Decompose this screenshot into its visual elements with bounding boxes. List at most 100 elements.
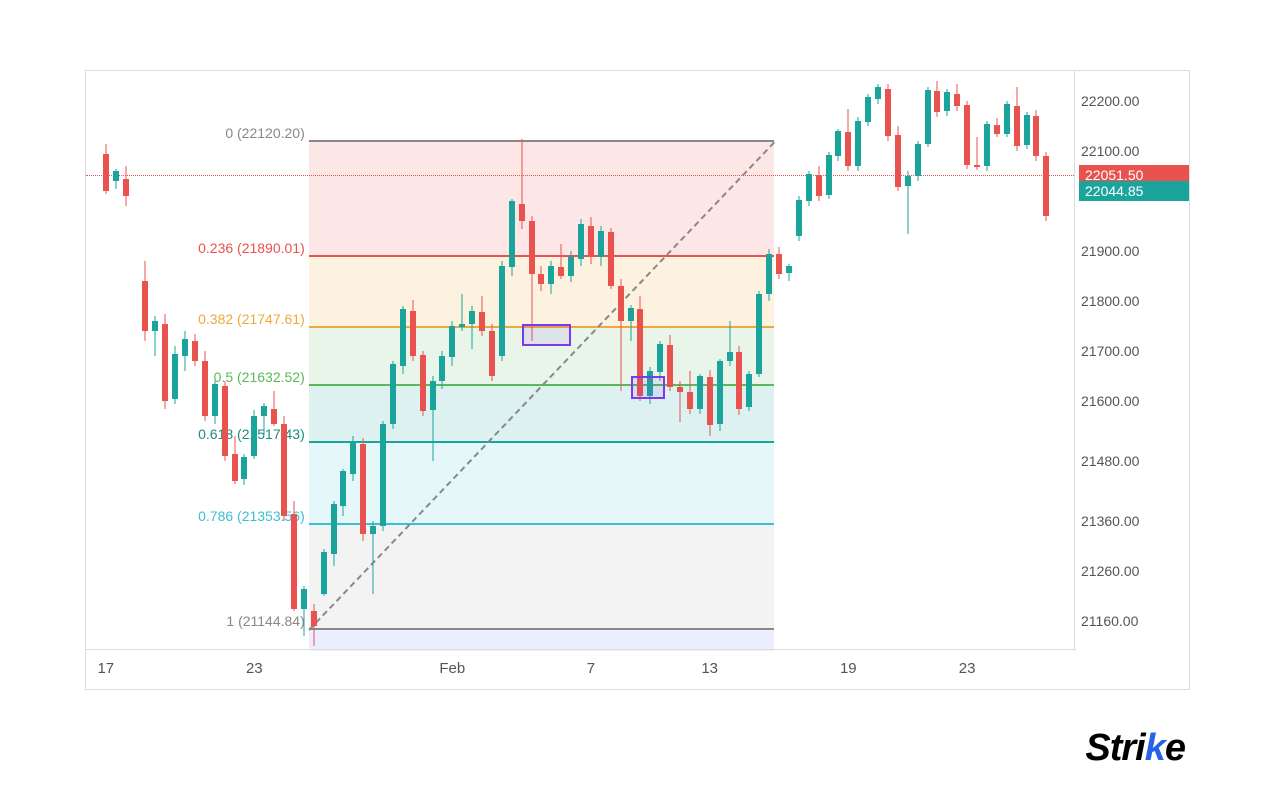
- candle: [608, 71, 614, 651]
- candle: [766, 71, 772, 651]
- candle: [707, 71, 713, 651]
- x-tick-label: 23: [246, 660, 263, 677]
- candle: [578, 71, 584, 651]
- candle: [687, 71, 693, 651]
- brand-text-3: e: [1165, 727, 1185, 769]
- candle: [202, 71, 208, 651]
- candle: [588, 71, 594, 651]
- y-tick-label: 22100.00: [1081, 143, 1139, 159]
- candle: [469, 71, 475, 651]
- candle: [974, 71, 980, 651]
- candle: [142, 71, 148, 651]
- candle: [499, 71, 505, 651]
- brand-logo: Strike: [1085, 727, 1185, 770]
- candle: [568, 71, 574, 651]
- candle: [162, 71, 168, 651]
- candle: [529, 71, 535, 651]
- candle: [647, 71, 653, 651]
- y-tick-label: 21360.00: [1081, 513, 1139, 529]
- candle: [746, 71, 752, 651]
- candle: [538, 71, 544, 651]
- candle: [449, 71, 455, 651]
- candle: [123, 71, 129, 651]
- candle: [628, 71, 634, 651]
- y-tick-label: 21700.00: [1081, 343, 1139, 359]
- candle: [558, 71, 564, 651]
- y-axis: 21160.0021260.0021360.0021480.0021600.00…: [1074, 71, 1189, 651]
- candle: [281, 71, 287, 651]
- y-tick-label: 21900.00: [1081, 243, 1139, 259]
- candle: [380, 71, 386, 651]
- candle: [152, 71, 158, 651]
- x-tick-label: 23: [959, 660, 976, 677]
- candle: [271, 71, 277, 651]
- y-tick-label: 21480.00: [1081, 453, 1139, 469]
- candle: [1043, 71, 1049, 651]
- candle: [439, 71, 445, 651]
- x-tick-label: 19: [840, 660, 857, 677]
- candle: [291, 71, 297, 651]
- candle: [697, 71, 703, 651]
- candle: [717, 71, 723, 651]
- candle: [360, 71, 366, 651]
- candle: [301, 71, 307, 651]
- candle: [756, 71, 762, 651]
- candle: [637, 71, 643, 651]
- candle: [1033, 71, 1039, 651]
- candle: [311, 71, 317, 651]
- x-tick-label: 17: [97, 660, 114, 677]
- candle: [222, 71, 228, 651]
- candle: [816, 71, 822, 651]
- candle: [826, 71, 832, 651]
- candle: [1024, 71, 1030, 651]
- candle: [350, 71, 356, 651]
- candle: [1004, 71, 1010, 651]
- candle: [875, 71, 881, 651]
- candle: [657, 71, 663, 651]
- candle: [885, 71, 891, 651]
- candle: [548, 71, 554, 651]
- chart-container: 0 (22120.20)0.236 (21890.01)0.382 (21747…: [85, 70, 1190, 690]
- candle: [479, 71, 485, 651]
- candle: [420, 71, 426, 651]
- candle: [182, 71, 188, 651]
- candle: [905, 71, 911, 651]
- candle: [410, 71, 416, 651]
- candle: [400, 71, 406, 651]
- candle: [677, 71, 683, 651]
- candle: [331, 71, 337, 651]
- candle: [459, 71, 465, 651]
- candle: [103, 71, 109, 651]
- candle: [934, 71, 940, 651]
- candle: [212, 71, 218, 651]
- candle: [984, 71, 990, 651]
- x-axis: 1723Feb7131923: [86, 649, 1076, 689]
- y-tick-label: 21600.00: [1081, 393, 1139, 409]
- candle: [796, 71, 802, 651]
- candle: [370, 71, 376, 651]
- candle: [241, 71, 247, 651]
- candle: [994, 71, 1000, 651]
- candle: [786, 71, 792, 651]
- candle: [618, 71, 624, 651]
- candle: [855, 71, 861, 651]
- candle: [251, 71, 257, 651]
- candle: [865, 71, 871, 651]
- y-tick-label: 21800.00: [1081, 293, 1139, 309]
- candle: [172, 71, 178, 651]
- candle: [519, 71, 525, 651]
- candle: [895, 71, 901, 651]
- candle: [944, 71, 950, 651]
- candle: [964, 71, 970, 651]
- candle: [598, 71, 604, 651]
- candle: [113, 71, 119, 651]
- candle: [340, 71, 346, 651]
- candle: [390, 71, 396, 651]
- candle: [736, 71, 742, 651]
- candle: [509, 71, 515, 651]
- x-tick-label: 13: [701, 660, 718, 677]
- price-tag: 22044.85: [1079, 181, 1189, 201]
- candle: [430, 71, 436, 651]
- x-tick-label: 7: [587, 660, 595, 677]
- plot-area[interactable]: 0 (22120.20)0.236 (21890.01)0.382 (21747…: [86, 71, 1076, 651]
